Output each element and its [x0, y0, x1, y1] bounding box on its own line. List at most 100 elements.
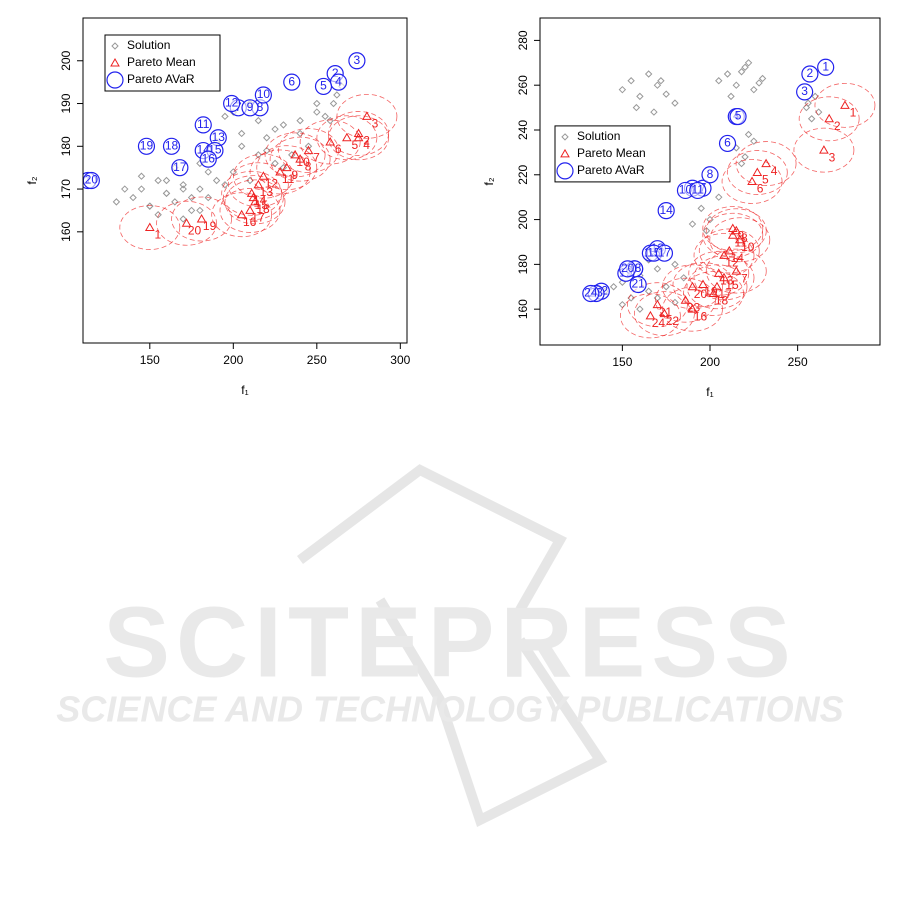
solution-point: [162, 189, 171, 198]
point-label: 10: [741, 240, 755, 254]
risk-ellipse: [793, 127, 855, 173]
legend-label: Pareto Mean: [577, 146, 646, 160]
risk-ellipse: [705, 248, 767, 294]
pareto-avar-point: [223, 94, 241, 113]
point-label: 5: [352, 138, 359, 152]
x-axis-label: f₁: [241, 383, 248, 397]
solution-point: [662, 283, 670, 291]
x-axis-label: f₁: [706, 385, 713, 399]
point-label: 4: [363, 138, 370, 152]
point-label: 13: [212, 130, 226, 144]
solution-point: [129, 193, 137, 202]
solution-point: [744, 130, 753, 139]
risk-ellipse: [698, 228, 760, 274]
solution-point: [671, 260, 679, 269]
solution-point: [802, 103, 811, 112]
point-label: 19: [140, 138, 154, 152]
pareto-mean-point: [727, 230, 738, 239]
risk-ellipse: [171, 196, 232, 242]
point-label: 4: [771, 164, 778, 178]
solution-point: [329, 99, 338, 108]
solution-point: [636, 92, 644, 101]
y-axis-label: f₂: [482, 177, 496, 185]
point-label: 21: [631, 277, 645, 291]
pareto-mean-point: [250, 196, 260, 206]
point-label: 3: [801, 84, 808, 98]
point-label: 12: [225, 96, 239, 110]
risk-ellipse: [328, 111, 389, 156]
solution-point: [688, 220, 697, 228]
point-label: 5: [762, 173, 769, 187]
point-label: 23: [687, 300, 701, 314]
solution-point: [636, 305, 644, 313]
pareto-avar-point: [817, 58, 835, 76]
point-label: 8: [707, 167, 714, 181]
risk-ellipse: [156, 200, 217, 246]
pareto-mean-point: [712, 281, 722, 291]
x-tick-label: 250: [307, 353, 327, 367]
solution-point: [650, 108, 658, 116]
solution-point: [644, 287, 653, 295]
point-label: 6: [724, 136, 731, 150]
point-label: 10: [679, 183, 693, 197]
solution-point: [313, 108, 321, 116]
pareto-mean-point: [687, 281, 698, 291]
point-label: 10: [296, 155, 310, 169]
solution-point: [304, 142, 313, 150]
point-label: 5: [735, 109, 742, 123]
solution-point: [212, 176, 221, 185]
pareto-avar-point: [582, 284, 600, 303]
pareto-mean-point: [819, 145, 829, 154]
pareto-mean-point: [824, 113, 835, 123]
x-tick-label: 150: [612, 355, 632, 369]
point-label: 1: [154, 228, 161, 242]
solution-point: [671, 99, 679, 107]
solution-point: [653, 81, 662, 89]
point-label: 9: [737, 229, 744, 243]
solution-point: [727, 92, 735, 101]
point-label: 2: [834, 119, 841, 133]
pareto-mean-point: [236, 209, 247, 219]
solution-point: [204, 193, 212, 202]
risk-ellipse: [211, 192, 273, 238]
solution-point: [187, 193, 196, 202]
risk-ellipse: [705, 208, 767, 254]
pareto-mean-point: [698, 279, 708, 289]
point-label: 3: [354, 53, 361, 67]
pareto-mean-point: [258, 171, 269, 180]
risk-ellipse: [702, 212, 764, 258]
pareto-mean-point: [731, 266, 742, 275]
legend-label: Solution: [577, 129, 620, 143]
solution-point: [750, 85, 758, 94]
risk-ellipse: [814, 82, 876, 128]
risk-ellipse: [735, 141, 797, 186]
risk-ellipse: [662, 264, 723, 310]
pareto-avar-point: [701, 166, 719, 184]
solution-point: [744, 59, 753, 67]
risk-ellipse: [278, 128, 339, 173]
point-label: 3: [372, 117, 379, 131]
x-tick-label: 250: [788, 355, 808, 369]
solution-point: [221, 112, 229, 121]
risk-ellipse: [222, 175, 284, 221]
solution-point: [706, 215, 714, 224]
risk-ellipse: [264, 132, 326, 178]
watermark-subtitle: SCIENCE AND TECHNOLOGY PUBLICATIONS: [56, 689, 843, 730]
plot-area: 1234567891011121314151617181920123456789…: [83, 52, 398, 250]
risk-ellipse: [655, 277, 716, 323]
pareto-mean-point: [253, 179, 264, 189]
pareto-mean-point: [290, 149, 300, 159]
solution-point: [732, 81, 740, 89]
solution-point: [204, 168, 212, 176]
solution-point: [171, 198, 179, 206]
x-tick-label: 200: [700, 355, 720, 369]
pareto-mean-point: [303, 145, 314, 155]
pareto-mean-point: [719, 272, 729, 282]
solution-point: [333, 91, 341, 99]
pareto-avar-point: [619, 260, 637, 278]
point-label: 1: [850, 106, 857, 120]
risk-ellipse: [627, 282, 688, 328]
solution-point: [146, 202, 154, 210]
point-label: 11: [197, 117, 210, 131]
watermark: SCITEPRESS SCIENCE AND TECHNOLOGY PUBLIC…: [56, 464, 844, 828]
